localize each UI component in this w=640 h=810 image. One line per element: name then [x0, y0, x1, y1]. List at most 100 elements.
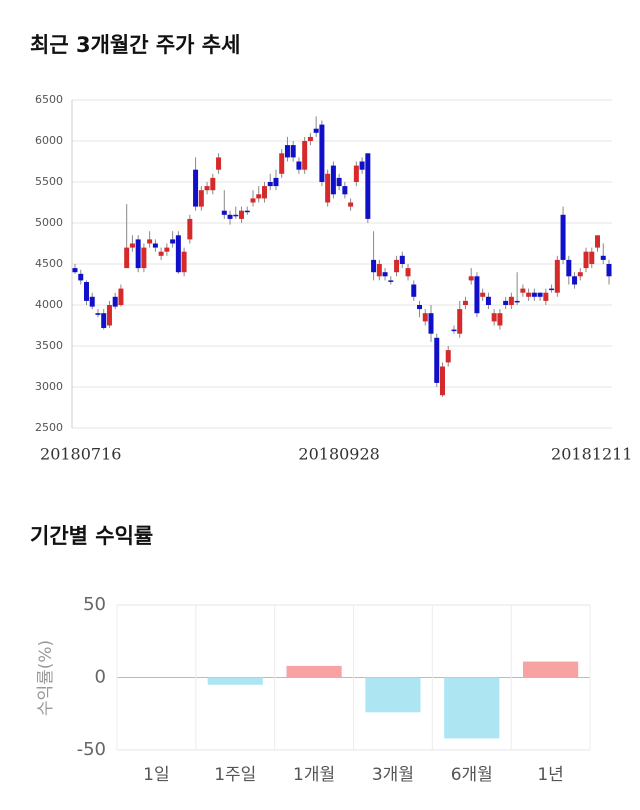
x-tick-label: 1일: [143, 765, 169, 785]
candle-body: [319, 124, 325, 182]
x-tick-label: 6개월: [451, 765, 493, 785]
y-axis-label: 수익률(%): [36, 640, 56, 716]
candle-body: [290, 145, 296, 158]
y-tick-label: 5500: [35, 175, 63, 188]
candle-body: [181, 251, 187, 273]
y-tick-label: 4500: [35, 257, 63, 270]
candle-body: [83, 282, 89, 301]
candle-body: [313, 128, 319, 133]
candle-body: [353, 165, 359, 182]
bar: [444, 677, 500, 739]
y-tick-label: 6500: [35, 93, 63, 106]
candle-body: [261, 186, 267, 199]
price-chart-title: 최근 3개월간 주가 추세: [30, 33, 240, 57]
candle-body: [577, 272, 583, 277]
x-tick-label: 3개월: [372, 765, 414, 785]
candle-body: [376, 264, 382, 277]
candle-body: [462, 300, 468, 305]
candle-body: [250, 198, 256, 203]
candle-body: [158, 251, 164, 256]
y-tick-label: 6000: [35, 134, 63, 147]
candle-body: [267, 182, 273, 187]
candle-body: [394, 259, 400, 273]
candle-body: [78, 273, 84, 281]
y-tick-label: 0: [95, 667, 106, 688]
bar: [286, 665, 342, 678]
candle-body: [503, 300, 509, 305]
candle-body: [342, 186, 348, 195]
candle-body: [566, 259, 572, 277]
candle-body: [336, 177, 342, 187]
bar: [522, 661, 579, 678]
candle-body: [549, 288, 555, 291]
candle-body: [388, 280, 394, 282]
candle-body: [284, 145, 290, 158]
candle-body: [273, 177, 279, 187]
candle-body: [193, 169, 199, 207]
x-tick-label: 20180716: [40, 445, 121, 464]
candle-body: [606, 264, 612, 277]
bar: [207, 677, 263, 685]
candle-body: [325, 173, 331, 203]
candle-body: [434, 337, 440, 383]
candle-body: [239, 210, 245, 219]
candle-body: [457, 309, 463, 334]
candle-body: [187, 218, 193, 240]
candle-body: [520, 288, 526, 293]
candle-body: [118, 288, 124, 305]
bar: [365, 677, 421, 713]
candle-body: [508, 296, 514, 305]
candle-body: [244, 210, 250, 213]
candle-body: [474, 276, 480, 314]
candle-body: [583, 251, 589, 269]
candle-body: [227, 214, 233, 219]
candle-body: [468, 276, 474, 281]
candle-body: [216, 157, 222, 170]
candle-body: [170, 239, 176, 244]
candle-body: [129, 243, 135, 248]
candle-body: [147, 239, 153, 244]
candle-body: [72, 268, 78, 273]
candle-body: [233, 214, 239, 217]
candle-body: [595, 235, 601, 248]
candle-body: [428, 313, 434, 334]
candle-body: [399, 255, 405, 264]
candle-body: [256, 194, 262, 199]
candle-body: [572, 276, 578, 285]
candle-body: [112, 296, 118, 307]
candle-body: [221, 210, 227, 215]
y-tick-label: 50: [83, 594, 106, 615]
candle-body: [106, 305, 112, 326]
return-chart-title: 기간별 수익률: [30, 524, 153, 548]
candle-body: [95, 313, 101, 315]
candle-body: [600, 255, 606, 260]
candle-body: [152, 243, 158, 248]
candle-body: [330, 165, 336, 195]
candle-body: [422, 313, 428, 322]
candle-body: [210, 177, 216, 191]
candle-body: [526, 292, 532, 297]
candle-body: [365, 153, 371, 219]
candle-body: [141, 247, 147, 269]
candle-body: [543, 292, 549, 301]
candle-body: [411, 284, 417, 297]
candle-body: [371, 259, 377, 273]
candle-body: [164, 247, 170, 252]
candle-body: [204, 186, 210, 191]
candle-body: [485, 296, 491, 305]
candle-body: [480, 292, 486, 297]
candle-body: [101, 313, 107, 328]
y-tick-label: 5000: [35, 216, 63, 229]
y-tick-label: 2500: [35, 421, 63, 434]
candle-body: [531, 292, 537, 297]
x-tick-label: 20180928: [298, 445, 379, 464]
candle-body: [451, 329, 457, 332]
candle-body: [198, 190, 204, 207]
candle-body: [589, 251, 595, 264]
candle-body: [302, 141, 308, 170]
candle-body: [560, 214, 566, 260]
candle-body: [124, 247, 130, 269]
x-tick-label: 1년: [537, 765, 563, 785]
